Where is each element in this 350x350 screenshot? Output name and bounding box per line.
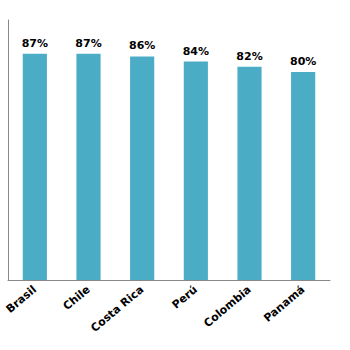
svg-text:87%: 87% — [75, 37, 101, 50]
svg-text:Chile: Chile — [61, 283, 93, 313]
svg-text:Colombia: Colombia — [201, 283, 253, 330]
svg-text:87%: 87% — [22, 37, 48, 50]
svg-text:Panamá: Panamá — [261, 283, 307, 325]
svg-text:80%: 80% — [290, 55, 316, 68]
svg-text:Perú: Perú — [170, 283, 200, 311]
svg-text:84%: 84% — [183, 45, 209, 58]
svg-text:Costa Rica: Costa Rica — [88, 283, 146, 335]
svg-text:86%: 86% — [129, 39, 155, 52]
svg-text:Brasil: Brasil — [4, 283, 39, 316]
svg-text:82%: 82% — [236, 50, 262, 63]
